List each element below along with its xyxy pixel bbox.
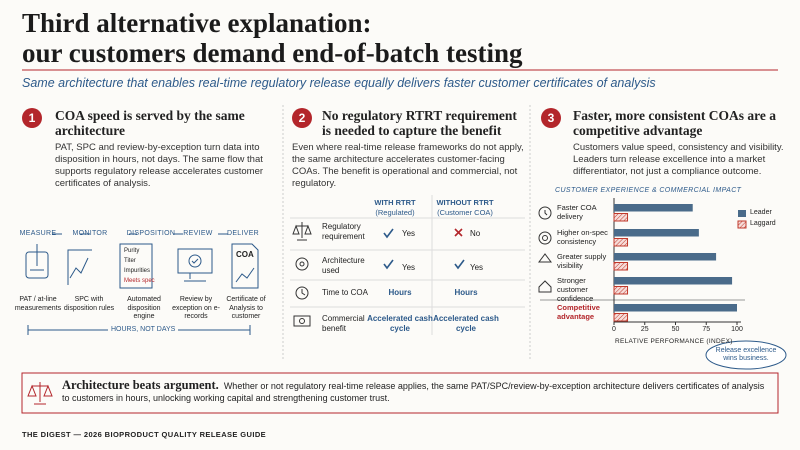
callout-box	[22, 373, 778, 413]
step-number: 3	[541, 108, 561, 128]
table-lines	[290, 195, 525, 335]
cell-value: Accelerated cash cycle	[367, 314, 433, 333]
chart-icons	[539, 207, 551, 292]
annotation-bubble	[706, 341, 786, 369]
annotation: Release excellence wins business.	[715, 347, 777, 362]
row-label: Time to COA	[322, 288, 368, 297]
category-label: Greater supply visibility	[557, 252, 607, 270]
cell-value: Yes	[470, 263, 484, 272]
legend-label: Laggard	[750, 220, 776, 227]
cell-value: Hours	[388, 288, 412, 297]
bar	[614, 277, 733, 285]
check-item: Impurities	[124, 268, 151, 274]
flow-step: MONITOR	[72, 230, 108, 237]
category-label: Faster COA delivery	[557, 203, 597, 221]
flow-caption: Review by exception on e-records	[172, 296, 220, 320]
cell-value: Accelerated cash cycle	[433, 314, 499, 333]
span-label: HOURS, NOT DAYS	[108, 326, 179, 333]
row-label: Regulatory requirement	[322, 222, 365, 241]
bar	[614, 314, 628, 322]
category-label: Competitive advantage	[557, 303, 600, 321]
bar	[614, 239, 628, 247]
callout-title: Architecture beats argument.	[62, 378, 219, 392]
x-tick-label: 25	[640, 326, 649, 333]
scale-icon	[28, 382, 52, 404]
bar	[614, 253, 717, 261]
doc-label: COA	[236, 250, 254, 259]
row-label: Commercial benefit	[322, 314, 365, 333]
flow-step: REVIEW	[183, 230, 213, 237]
cell-value: Yes	[402, 263, 416, 272]
flow-caption: PAT / at-line measurements	[14, 296, 62, 312]
column-body: Even where real-time release frameworks …	[292, 142, 524, 189]
column-heading: COA speed is served by the same architec…	[55, 108, 245, 138]
check-item: Meets spec	[124, 278, 155, 284]
title-line: our customers demand end-of-batch testin…	[22, 38, 523, 68]
x-tick-label: 50	[671, 326, 680, 333]
footer: THE DIGEST — 2026 BIOPRODUCT QUALITY REL…	[22, 430, 267, 439]
bar	[614, 204, 693, 212]
table-marks	[384, 229, 464, 268]
row-label: Architecture used	[322, 256, 365, 275]
flow-step: DISPOSITION	[126, 230, 176, 237]
flow-caption: SPC with disposition rules	[63, 296, 115, 312]
check-item: Titer	[124, 258, 136, 264]
column-body: Customers value speed, consistency and v…	[573, 142, 784, 177]
step-number: 2	[292, 108, 312, 128]
legend-swatch	[738, 210, 746, 217]
category-label: Higher on-spec consistency	[557, 228, 608, 246]
step-number: 1	[22, 108, 42, 128]
table-icons	[293, 222, 311, 326]
bar	[614, 214, 628, 222]
callout-body: Whether or not regulatory real-time rele…	[62, 381, 765, 403]
cell-value: Hours	[454, 288, 478, 297]
check-item: Purity	[124, 248, 140, 254]
cell-value: No	[470, 229, 481, 238]
flow-step: MEASURE	[19, 230, 57, 237]
bar	[614, 229, 699, 237]
column-heading: No regulatory RTRT requirement is needed…	[322, 108, 517, 138]
flow-step: DELIVER	[226, 230, 260, 237]
bar	[614, 304, 737, 312]
callout: Architecture beats argument. Whether or …	[62, 379, 767, 404]
table-header: WITHOUT RTRT	[436, 198, 494, 207]
chart-title: CUSTOMER EXPERIENCE & COMMERCIAL IMPACT	[555, 187, 742, 194]
title-line: Third alternative explanation:	[22, 8, 372, 38]
bar	[614, 263, 628, 271]
table-subheader: (Regulated)	[375, 208, 415, 217]
x-axis-label: RELATIVE PERFORMANCE (INDEX)	[615, 338, 733, 345]
title: Third alternative explanation: our custom…	[22, 8, 523, 68]
x-tick-label: 0	[612, 326, 616, 333]
subtitle: Same architecture that enables real-time…	[22, 76, 656, 90]
column-heading: Faster, more consistent COAs are a compe…	[573, 108, 776, 138]
table-header: WITH RTRT	[374, 198, 416, 207]
x-tick-label: 75	[702, 326, 711, 333]
category-label: Stronger customer confidence	[557, 276, 594, 303]
cell-value: Yes	[402, 229, 416, 238]
legend-swatch	[738, 221, 746, 228]
flow-caption: Certificate of Analysis to customer	[226, 296, 266, 320]
flow-caption: Automated disposition engine	[127, 296, 161, 320]
bar	[614, 287, 628, 295]
x-tick-label: 100	[731, 326, 743, 333]
table-subheader: (Customer COA)	[437, 208, 493, 217]
legend-label: Leader	[750, 209, 772, 216]
column-body: PAT, SPC and review-by-exception turn da…	[55, 142, 264, 189]
